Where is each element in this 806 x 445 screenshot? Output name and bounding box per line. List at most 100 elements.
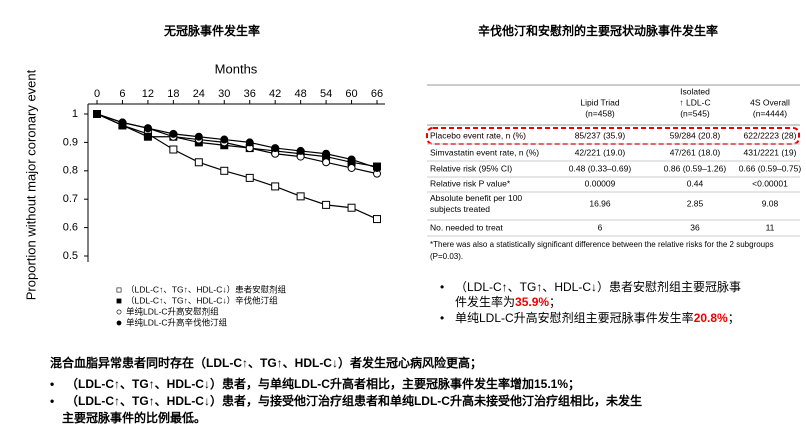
marker: [220, 135, 229, 144]
chart-title: 无冠脉事件发生率: [163, 23, 260, 38]
table-cell: 11: [766, 222, 775, 232]
marker: [373, 215, 381, 224]
bullet: •: [440, 280, 444, 294]
table-cell: 0.66 (0.59–0.75): [739, 163, 802, 173]
table-cell: 59/284 (20.8): [670, 130, 721, 140]
marker: [220, 166, 229, 175]
line: [96, 113, 378, 168]
bullet: •: [50, 394, 54, 408]
x-tick-label: 12: [142, 88, 154, 100]
x-tick-label: 66: [371, 88, 383, 100]
row-label: Relative risk P value*: [430, 178, 511, 188]
marker: [116, 287, 122, 293]
marker: [322, 200, 331, 209]
column-header: (n=545): [680, 108, 710, 118]
marker: [93, 110, 101, 118]
x-tick-label: 42: [269, 88, 281, 100]
table-cell: 16.96: [589, 198, 611, 208]
marker: [347, 155, 356, 164]
x-tick-label: 18: [167, 88, 179, 100]
marker: [116, 320, 122, 326]
table-cell: 36: [690, 222, 700, 232]
x-tick-label: 6: [119, 88, 125, 100]
row-label: Absolute benefit per 100: [430, 193, 522, 203]
x-tick-label: 36: [244, 88, 256, 100]
marker: [245, 138, 254, 147]
x-tick-label: 48: [295, 88, 307, 100]
table-cell: 9.08: [762, 198, 779, 208]
table-cell: 0.00009: [585, 178, 616, 188]
marker: [194, 132, 203, 141]
column-header: ↑ LDL-C: [679, 97, 710, 107]
x-axis-label: Months: [215, 61, 258, 76]
marker: [116, 298, 122, 304]
summary-heading: 混合血脂异常患者同时存在（LDL-C↑、TG↑、HDL-C↓）者发生冠心病风险更…: [50, 355, 482, 370]
marker: [373, 163, 381, 172]
column-header: (n=458): [585, 108, 615, 118]
row-label: subjects treated: [430, 204, 490, 214]
note-text: 件发生率为35.9%；: [455, 294, 561, 309]
y-axis-label: Proportion without major coronary event: [23, 69, 38, 300]
marker: [347, 203, 356, 212]
table-cell: 0.86 (0.59–1.26): [664, 163, 727, 173]
table-cell: 0.48 (0.33–0.69): [569, 163, 632, 173]
marker: [271, 144, 280, 153]
marker: [169, 145, 178, 154]
column-header: 4S Overall: [750, 97, 790, 107]
marker: [296, 146, 305, 155]
y-tick-label: 1: [72, 108, 78, 120]
row-label: No. needed to treat: [430, 222, 503, 232]
x-tick-label: 24: [193, 88, 205, 100]
bullet: •: [440, 311, 444, 325]
table-title: 辛伐他汀和安慰剂的主要冠状动脉事件发生率: [478, 23, 718, 38]
x-tick-label: 0: [94, 88, 100, 100]
marker: [143, 124, 152, 133]
marker: [169, 129, 178, 138]
marker: [116, 309, 122, 315]
marker: [322, 149, 331, 158]
table-cell: 6: [598, 222, 603, 232]
marker: [118, 118, 127, 127]
line: [96, 113, 378, 220]
column-header: (n=4444): [753, 108, 787, 118]
table-cell: 0.44: [687, 178, 704, 188]
summary-text: 主要冠脉事件的比例最低。: [62, 410, 206, 425]
x-tick-label: 60: [345, 88, 357, 100]
note-end: ；: [549, 295, 561, 309]
summary-text: （LDL-C↑、TG↑、HDL-C↓）患者，与单纯LDL-C升高者相比，主要冠脉…: [66, 376, 580, 391]
footnote: *There was also a statistically signific…: [430, 240, 774, 249]
table-cell: 85/237 (35.9): [575, 130, 626, 140]
column-header: Lipid Triad: [580, 97, 619, 107]
footnote: (P=0.03).: [430, 252, 463, 261]
y-tick-label: 0.7: [63, 193, 78, 205]
table-cell: 47/261 (18.0): [670, 147, 721, 157]
x-tick-label: 30: [218, 88, 230, 100]
marker: [194, 158, 203, 167]
legend-label: 单纯LDL-C升高安慰剂组: [126, 306, 219, 316]
note-text: 单纯LDL-C升高安慰剂组主要冠脉事件发生率20.8%；: [455, 310, 740, 325]
note-highlight: 35.9%: [515, 295, 549, 309]
y-tick-label: 0.8: [63, 165, 78, 177]
legend-label: （LDL-C↑、TG↑、HDL-C↓）辛伐他汀组: [126, 295, 278, 305]
row-label: Placebo event rate, n (%): [430, 130, 526, 140]
note-line: 单纯LDL-C升高安慰剂组主要冠脉事件发生率: [455, 310, 694, 325]
legend-label: （LDL-C↑、TG↑、HDL-C↓）患者安慰剂组: [126, 284, 287, 294]
note-highlight: 20.8%: [694, 311, 728, 325]
table-cell: <0.00001: [752, 178, 788, 188]
marker: [322, 158, 331, 167]
row-label: Relative risk (95% CI): [430, 163, 512, 173]
table-cell: 622/2223 (28): [744, 130, 797, 140]
table-cell: 431/2221 (19): [744, 147, 797, 157]
legend-label: 单纯LDL-C升高辛伐他汀组: [126, 317, 228, 327]
x-tick-label: 54: [320, 88, 332, 100]
note-end: ；: [728, 311, 740, 325]
marker: [271, 182, 280, 191]
line: [96, 113, 378, 169]
column-header: Isolated: [680, 86, 710, 96]
marker: [347, 163, 356, 172]
marker: [245, 173, 254, 182]
y-tick-label: 0.9: [63, 136, 78, 148]
y-tick-label: 0.5: [63, 250, 78, 262]
marker: [143, 132, 152, 141]
